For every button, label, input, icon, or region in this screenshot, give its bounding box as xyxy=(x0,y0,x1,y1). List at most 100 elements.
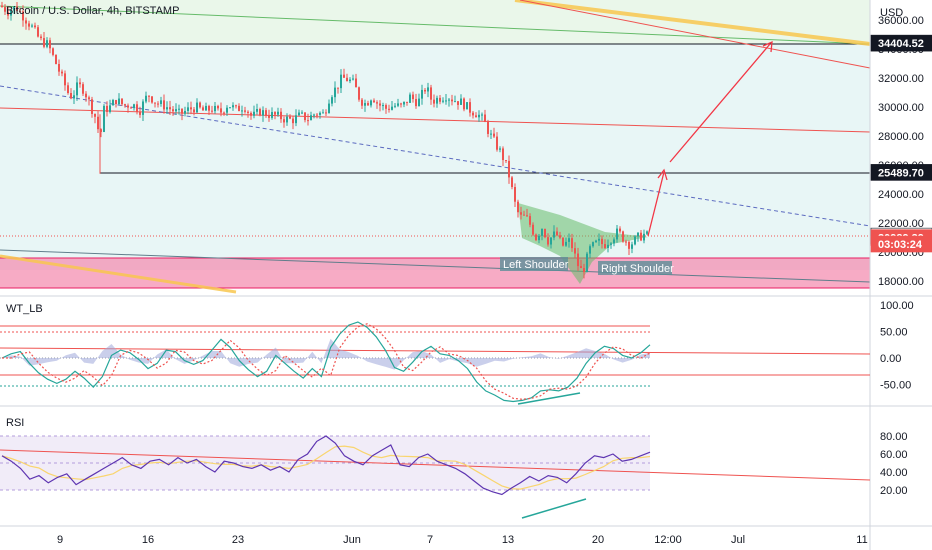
candle-body xyxy=(91,99,93,114)
candle-body xyxy=(613,239,615,244)
price-tick-label: 24000.00 xyxy=(878,189,924,201)
wt-axis: 100.00 50.00 0.00 -50.00 xyxy=(880,300,914,392)
candle-body xyxy=(247,111,249,113)
candle-body xyxy=(250,112,252,116)
candle-body xyxy=(553,231,555,238)
candle-body xyxy=(535,234,537,241)
wt-pane-title: WT_LB xyxy=(6,303,43,315)
candle-body xyxy=(19,10,21,12)
red-trendline-mid xyxy=(0,107,871,133)
candle-body xyxy=(367,103,369,106)
time-tick-label: 7 xyxy=(427,534,433,546)
candle-body xyxy=(184,110,186,114)
channel-background xyxy=(0,18,870,270)
rsi-ma-line xyxy=(1,445,651,490)
candle-body xyxy=(220,108,222,113)
candle-body xyxy=(616,228,618,240)
candle-body xyxy=(127,105,129,108)
time-tick-label: 9 xyxy=(57,534,63,546)
symbol-title: Bitcoin / U.S. Dollar, 4h, BITSTAMP xyxy=(6,5,179,17)
time-axis[interactable]: 9 16 23 Jun 7 13 20 12:00 Jul 11 xyxy=(57,534,868,546)
price-tag-label: 03:03:24 xyxy=(878,239,923,251)
candle-body xyxy=(436,97,438,104)
candle-body xyxy=(640,232,642,241)
candle-body xyxy=(631,244,633,249)
candle-body xyxy=(361,99,363,106)
wt1-line xyxy=(1,321,651,403)
candle-body xyxy=(10,10,12,16)
candle-body xyxy=(511,177,513,188)
candle-body xyxy=(25,20,27,24)
candle-body xyxy=(253,111,255,116)
candle-body xyxy=(589,246,591,254)
candle-body xyxy=(625,241,627,243)
candle-body xyxy=(211,110,213,112)
candle-body xyxy=(196,102,198,113)
candle-body xyxy=(466,102,468,110)
candle-body xyxy=(265,110,267,116)
candle-body xyxy=(400,103,402,105)
candle-body xyxy=(181,108,183,114)
green-trendline xyxy=(0,5,871,45)
candle-body xyxy=(571,238,573,249)
candle-body xyxy=(148,95,150,97)
candle-body xyxy=(598,238,600,241)
candle-body xyxy=(163,100,165,110)
candle-body xyxy=(622,231,624,242)
price-tag-bg xyxy=(870,34,932,52)
candle-body xyxy=(4,7,6,12)
rsi-pane[interactable]: RSI xyxy=(0,417,871,519)
wt-pane[interactable]: WT_LB xyxy=(0,303,871,405)
upper-channel-background xyxy=(0,0,870,44)
rsi-axis: 80.00 60.00 40.00 20.00 xyxy=(880,431,908,497)
candle-body xyxy=(307,120,309,122)
left-shoulder-label: Left Shoulder xyxy=(503,259,569,271)
candle-body xyxy=(100,129,102,132)
candle-body xyxy=(433,99,435,104)
price-tag-bg xyxy=(870,235,932,253)
candle-body xyxy=(109,105,111,112)
candle-body xyxy=(574,248,576,254)
candle-body xyxy=(583,268,585,273)
gray-lower-trendline xyxy=(0,249,871,283)
candle-body xyxy=(505,160,507,162)
candle-body xyxy=(118,98,120,104)
rsi-divergence-line xyxy=(521,498,587,519)
candle-body xyxy=(568,238,570,242)
time-tick-label: 12:00 xyxy=(654,534,682,546)
main-pane[interactable]: Left Shoulder Right Shoulder Bitcoin / U… xyxy=(0,0,871,294)
candle-body xyxy=(418,98,420,107)
candle-body xyxy=(37,27,39,37)
candle-body xyxy=(541,228,543,236)
candle-body xyxy=(283,119,285,123)
candle-body xyxy=(355,78,357,88)
candle-body xyxy=(172,109,174,112)
candle-body xyxy=(121,98,123,105)
candle-body xyxy=(580,266,582,269)
candle-body xyxy=(130,107,132,109)
candle-body xyxy=(1,5,3,8)
candle-body xyxy=(142,101,144,115)
candle-body xyxy=(232,105,234,108)
candle-body xyxy=(337,87,339,89)
candle-body xyxy=(532,224,534,235)
candle-body xyxy=(268,115,270,118)
candle-body xyxy=(340,74,342,89)
candle-body xyxy=(514,187,516,202)
candle-body xyxy=(547,237,549,245)
candle-body xyxy=(439,97,441,102)
wt-tick-label: 0.00 xyxy=(880,353,901,365)
price-axis[interactable]: USD 36000.0034000.0032000.0030000.002800… xyxy=(870,7,932,288)
candle-body xyxy=(55,54,57,65)
price-tick-label: 22000.00 xyxy=(878,218,924,230)
candle-body xyxy=(190,107,192,110)
candle-body xyxy=(343,74,345,78)
candle-body xyxy=(301,112,303,114)
candle-body xyxy=(397,103,399,106)
time-tick-label: 23 xyxy=(232,534,244,546)
candle-body xyxy=(295,115,297,124)
candle-body xyxy=(115,100,117,104)
candle-body xyxy=(271,112,273,118)
candle-body xyxy=(565,241,567,246)
